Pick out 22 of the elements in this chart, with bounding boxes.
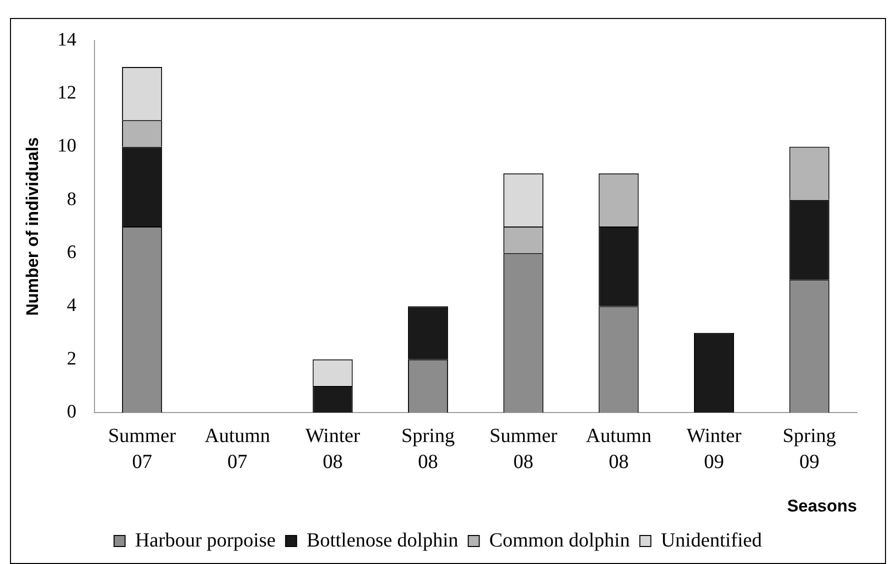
- x-tick-label: Autumn 08: [586, 424, 652, 473]
- x-tick-label: Spring 09: [782, 424, 836, 473]
- x-tick-label: Autumn 07: [204, 424, 270, 473]
- y-tick-label: 6: [66, 242, 76, 264]
- y-tick-label: 4: [66, 295, 77, 316]
- y-tick-label: 12: [57, 82, 76, 104]
- legend-label: Common dolphin: [489, 529, 630, 552]
- y-tick-label: 8: [66, 188, 76, 210]
- y-tick-label: 0: [66, 402, 76, 423]
- y-tick-label: 2: [66, 348, 76, 370]
- x-tick-label: Winter 08: [305, 424, 360, 473]
- x-axis-title: Seasons: [787, 496, 857, 516]
- y-tick-label: 10: [57, 136, 76, 157]
- legend-label: Bottlenose dolphin: [306, 529, 458, 552]
- y-tick-label: 14: [57, 29, 77, 50]
- x-tick-label: Summer 07: [108, 424, 176, 473]
- legend-label: Harbour porpoise: [135, 529, 276, 552]
- legend-label: Unidentified: [660, 529, 762, 552]
- y-axis-title: Number of individuals: [22, 137, 42, 316]
- x-tick-label: Spring 08: [401, 424, 455, 473]
- x-tick-label: Summer 08: [489, 424, 558, 473]
- x-tick-label: Winter 09: [686, 424, 742, 473]
